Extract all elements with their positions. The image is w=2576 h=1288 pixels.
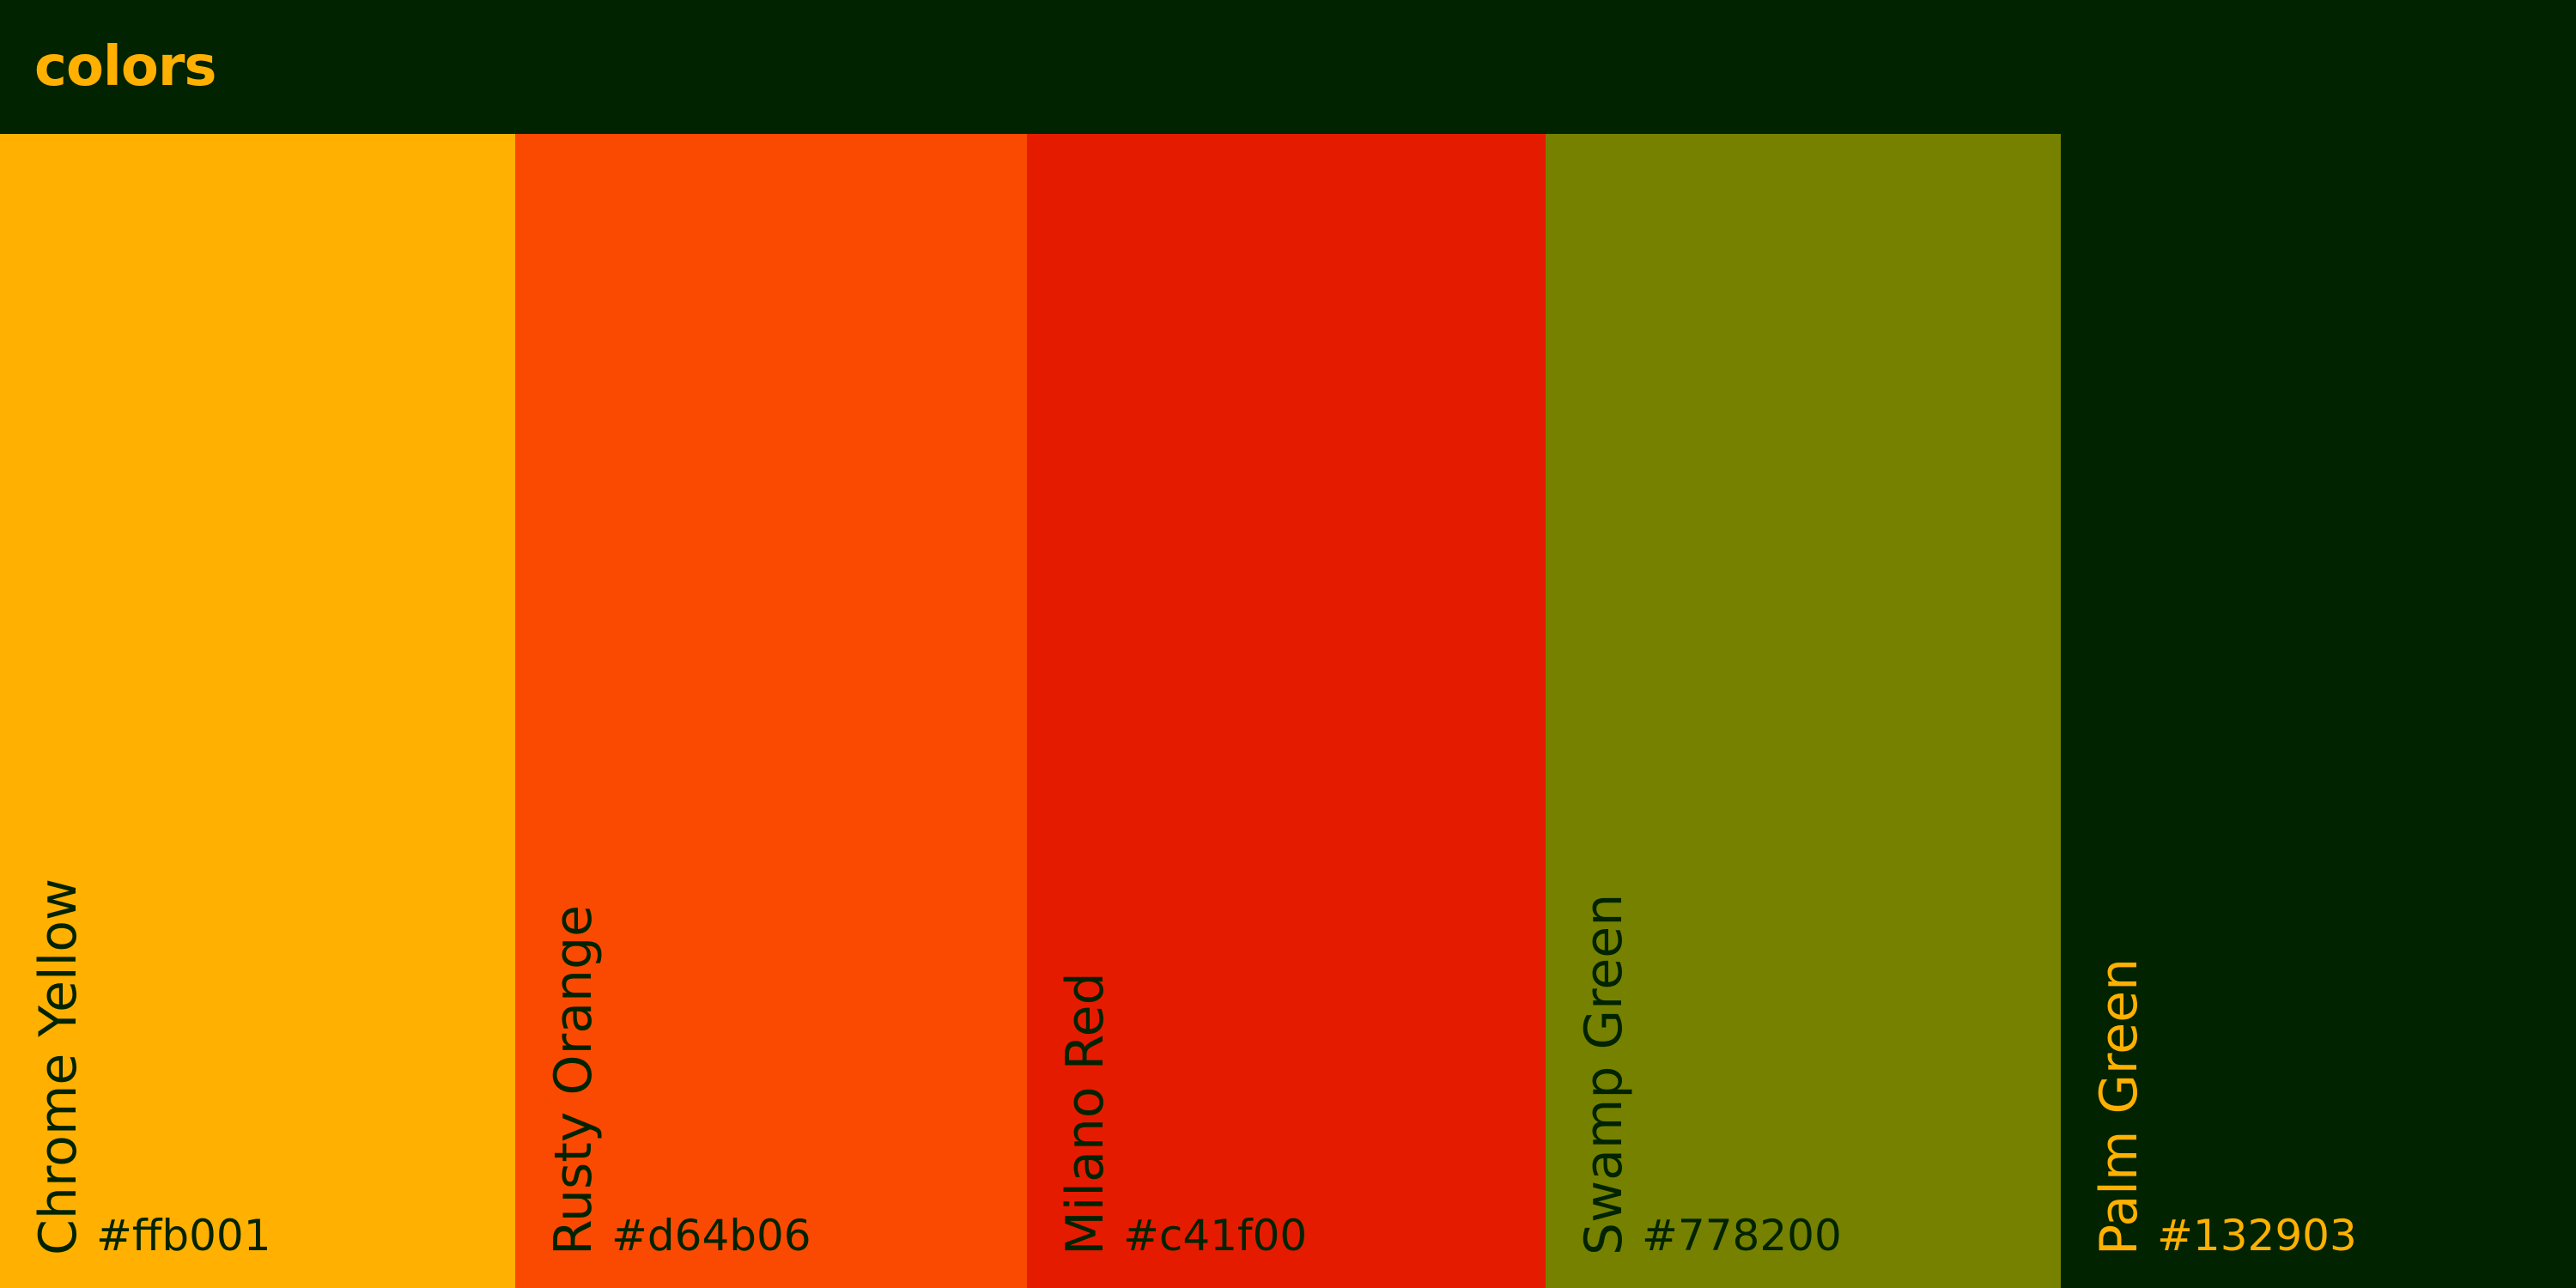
swatch-hex-code: #d64b06: [611, 1211, 811, 1261]
swatch-hex-code: #c41f00: [1123, 1211, 1308, 1261]
swatch-name: Milano Red: [1055, 972, 1115, 1255]
swatch-name: Chrome Yellow: [28, 878, 88, 1255]
swatch-row: Chrome Yellow #ffb001 Rusty Orange #d64b…: [0, 134, 2576, 1288]
swatch-rusty-orange[interactable]: Rusty Orange #d64b06: [515, 134, 1027, 1288]
header-bar: colors: [0, 0, 2576, 134]
swatch-name: Swamp Green: [1574, 893, 1634, 1255]
swatch-swamp-green[interactable]: Swamp Green #778200: [1546, 134, 2061, 1288]
swatch-milano-red[interactable]: Milano Red #c41f00: [1027, 134, 1546, 1288]
swatch-name: Rusty Orange: [544, 904, 604, 1255]
swatch-hex-code: #ffb001: [96, 1211, 271, 1261]
page-title: colors: [34, 35, 216, 99]
swatch-palm-green[interactable]: Palm Green #132903: [2061, 134, 2576, 1288]
swatch-chrome-yellow[interactable]: Chrome Yellow #ffb001: [0, 134, 515, 1288]
swatch-hex-code: #132903: [2157, 1211, 2357, 1261]
swatch-name: Palm Green: [2089, 957, 2149, 1255]
swatch-hex-code: #778200: [1642, 1211, 1842, 1261]
